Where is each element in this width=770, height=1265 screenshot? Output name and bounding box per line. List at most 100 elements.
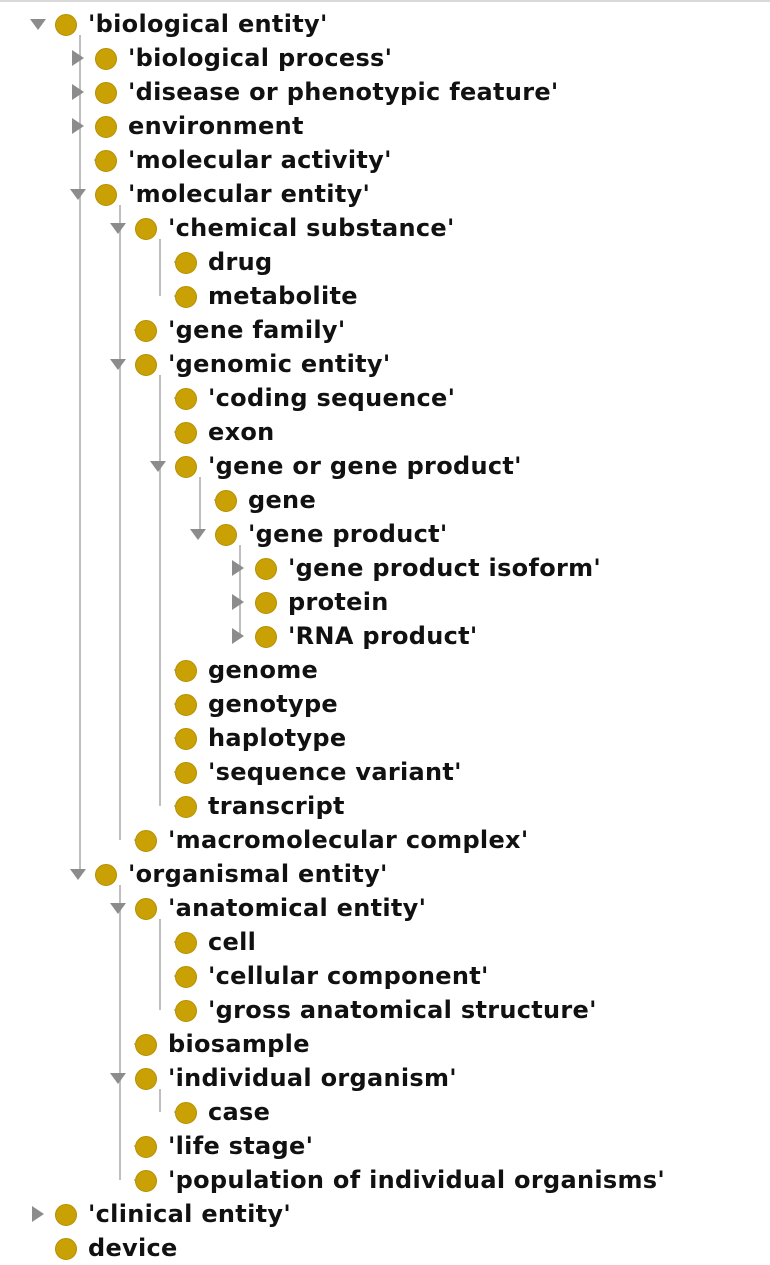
- tree-node[interactable]: 'anatomical entity': [0, 891, 770, 925]
- tree-node[interactable]: 'organismal entity': [0, 857, 770, 891]
- triangle-down-icon[interactable]: [147, 449, 169, 483]
- class-circle-icon: [135, 1136, 157, 1158]
- triangle-down-icon[interactable]: [27, 7, 49, 41]
- class-circle-icon: [175, 286, 197, 308]
- class-circle-icon: [175, 660, 197, 682]
- tree-node[interactable]: genome: [0, 653, 770, 687]
- tree-node[interactable]: 'gross anatomical structure': [0, 993, 770, 1027]
- tree-node[interactable]: 'genomic entity': [0, 347, 770, 381]
- triangle-right-icon[interactable]: [67, 75, 89, 109]
- triangle-right-icon[interactable]: [227, 585, 249, 619]
- tree-node[interactable]: transcript: [0, 789, 770, 823]
- triangle-down-icon[interactable]: [107, 1061, 129, 1095]
- class-circle-icon: [175, 252, 197, 274]
- tree-node-label: case: [208, 1098, 271, 1126]
- tree-node[interactable]: 'molecular entity': [0, 177, 770, 211]
- tree-node-label: protein: [288, 588, 389, 616]
- tree-node-label: 'chemical substance': [168, 214, 455, 242]
- tree-node[interactable]: 'population of individual organisms': [0, 1163, 770, 1197]
- tree-node-label: 'population of individual organisms': [168, 1166, 665, 1194]
- class-circle-icon: [135, 898, 157, 920]
- class-circle-icon: [255, 558, 277, 580]
- tree-node[interactable]: biosample: [0, 1027, 770, 1061]
- tree-node[interactable]: gene: [0, 483, 770, 517]
- tree-node[interactable]: 'gene product isoform': [0, 551, 770, 585]
- tree-node[interactable]: cell: [0, 925, 770, 959]
- class-circle-icon: [175, 1102, 197, 1124]
- tree-node-label: gene: [248, 486, 317, 514]
- tree-node-label: exon: [208, 418, 275, 446]
- tree-node[interactable]: 'individual organism': [0, 1061, 770, 1095]
- class-circle-icon: [95, 116, 117, 138]
- class-circle-icon: [175, 694, 197, 716]
- tree-node[interactable]: 'gene or gene product': [0, 449, 770, 483]
- triangle-down-icon[interactable]: [107, 211, 129, 245]
- tree-node-label: cell: [208, 928, 257, 956]
- class-circle-icon: [135, 320, 157, 342]
- tree-node-label: transcript: [208, 792, 345, 820]
- class-circle-icon: [135, 1034, 157, 1056]
- tree-node-label: 'cellular component': [208, 962, 489, 990]
- tree-node-label: 'gross anatomical structure': [208, 996, 597, 1024]
- class-circle-icon: [175, 456, 197, 478]
- tree-node[interactable]: 'sequence variant': [0, 755, 770, 789]
- class-circle-icon: [135, 354, 157, 376]
- class-circle-icon: [175, 796, 197, 818]
- tree-node-label: 'sequence variant': [208, 758, 462, 786]
- tree-node-label: 'molecular activity': [128, 146, 392, 174]
- tree-node[interactable]: 'biological process': [0, 41, 770, 75]
- triangle-right-icon[interactable]: [67, 41, 89, 75]
- tree-node[interactable]: 'molecular activity': [0, 143, 770, 177]
- tree-node-label: 'gene product isoform': [288, 554, 602, 582]
- tree-node[interactable]: drug: [0, 245, 770, 279]
- triangle-down-icon[interactable]: [107, 891, 129, 925]
- triangle-right-icon[interactable]: [227, 619, 249, 653]
- triangle-down-icon[interactable]: [107, 347, 129, 381]
- tree-node-label: 'gene or gene product': [208, 452, 522, 480]
- tree-node-label: 'gene product': [248, 520, 448, 548]
- tree-node-label: 'macromolecular complex': [168, 826, 529, 854]
- triangle-down-icon[interactable]: [187, 517, 209, 551]
- class-circle-icon: [135, 830, 157, 852]
- triangle-down-icon[interactable]: [67, 177, 89, 211]
- tree-node[interactable]: 'disease or phenotypic feature': [0, 75, 770, 109]
- tree-node[interactable]: metabolite: [0, 279, 770, 313]
- tree-node-label: 'coding sequence': [208, 384, 456, 412]
- tree-node-label: 'biological process': [128, 44, 393, 72]
- triangle-right-icon[interactable]: [67, 109, 89, 143]
- class-circle-icon: [215, 490, 237, 512]
- tree-node[interactable]: 'coding sequence': [0, 381, 770, 415]
- tree-node[interactable]: exon: [0, 415, 770, 449]
- tree-node[interactable]: case: [0, 1095, 770, 1129]
- tree-node[interactable]: 'cellular component': [0, 959, 770, 993]
- tree-node[interactable]: haplotype: [0, 721, 770, 755]
- tree-node[interactable]: 'macromolecular complex': [0, 823, 770, 857]
- class-circle-icon: [175, 422, 197, 444]
- triangle-right-icon[interactable]: [27, 1197, 49, 1231]
- class-circle-icon: [55, 1238, 77, 1260]
- tree-node[interactable]: protein: [0, 585, 770, 619]
- tree-node-label: 'biological entity': [88, 10, 328, 38]
- class-circle-icon: [135, 1068, 157, 1090]
- triangle-down-icon[interactable]: [67, 857, 89, 891]
- tree-node[interactable]: 'gene family': [0, 313, 770, 347]
- tree-node[interactable]: 'RNA product': [0, 619, 770, 653]
- class-circle-icon: [95, 864, 117, 886]
- tree-node[interactable]: 'clinical entity': [0, 1197, 770, 1231]
- tree-node[interactable]: 'gene product': [0, 517, 770, 551]
- tree-node-label: 'gene family': [168, 316, 346, 344]
- triangle-right-icon[interactable]: [227, 551, 249, 585]
- tree-node[interactable]: 'biological entity': [0, 7, 770, 41]
- tree-node[interactable]: device: [0, 1231, 770, 1265]
- tree-node-label: 'RNA product': [288, 622, 478, 650]
- tree-node-label: 'organismal entity': [128, 860, 388, 888]
- tree-node[interactable]: genotype: [0, 687, 770, 721]
- tree-node-label: 'clinical entity': [88, 1200, 291, 1228]
- class-circle-icon: [55, 14, 77, 36]
- tree-node[interactable]: 'life stage': [0, 1129, 770, 1163]
- tree-node[interactable]: environment: [0, 109, 770, 143]
- class-circle-icon: [135, 1170, 157, 1192]
- class-circle-icon: [95, 184, 117, 206]
- tree-node[interactable]: 'chemical substance': [0, 211, 770, 245]
